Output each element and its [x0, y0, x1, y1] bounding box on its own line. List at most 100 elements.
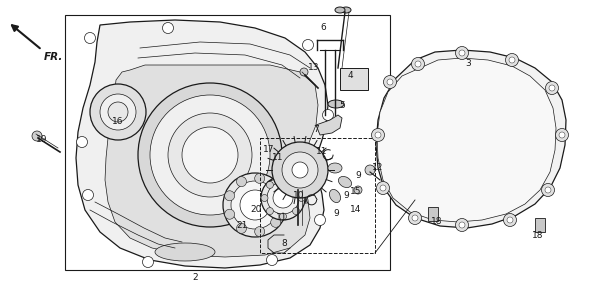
- Circle shape: [542, 184, 555, 197]
- Circle shape: [455, 219, 468, 231]
- Circle shape: [273, 188, 293, 208]
- Bar: [535, 218, 545, 232]
- Text: 18: 18: [532, 231, 544, 240]
- Circle shape: [546, 82, 559, 95]
- Text: 4: 4: [347, 72, 353, 80]
- Circle shape: [225, 191, 235, 201]
- Circle shape: [77, 136, 87, 147]
- Ellipse shape: [328, 163, 342, 173]
- Circle shape: [100, 94, 136, 130]
- Circle shape: [387, 79, 393, 85]
- Text: 9: 9: [333, 209, 339, 218]
- Circle shape: [459, 222, 465, 228]
- Ellipse shape: [341, 7, 351, 13]
- Text: 21: 21: [237, 221, 248, 229]
- Circle shape: [280, 213, 287, 220]
- Text: 8: 8: [281, 240, 287, 249]
- Polygon shape: [105, 65, 318, 257]
- Circle shape: [455, 46, 468, 60]
- Text: 9: 9: [343, 191, 349, 200]
- Text: 15: 15: [350, 188, 362, 197]
- Circle shape: [83, 190, 93, 200]
- Text: 20: 20: [250, 206, 262, 215]
- Circle shape: [267, 182, 273, 188]
- Circle shape: [459, 50, 465, 56]
- Circle shape: [261, 176, 305, 220]
- Circle shape: [375, 132, 381, 138]
- Circle shape: [255, 227, 265, 237]
- Circle shape: [267, 255, 277, 265]
- Circle shape: [293, 182, 300, 188]
- Circle shape: [277, 200, 287, 210]
- Circle shape: [267, 182, 299, 214]
- Circle shape: [261, 194, 268, 201]
- Text: 17: 17: [263, 145, 275, 154]
- Circle shape: [323, 110, 333, 120]
- Text: 19: 19: [36, 135, 48, 144]
- Text: 10: 10: [293, 191, 305, 200]
- Text: 2: 2: [192, 274, 198, 283]
- Circle shape: [162, 23, 173, 33]
- Circle shape: [280, 176, 287, 183]
- Text: 11: 11: [316, 147, 328, 156]
- Circle shape: [412, 215, 418, 221]
- Text: 3: 3: [465, 58, 471, 67]
- Circle shape: [303, 39, 313, 51]
- Circle shape: [549, 85, 555, 91]
- Circle shape: [271, 217, 281, 227]
- Circle shape: [150, 95, 270, 215]
- Text: 7: 7: [313, 126, 319, 135]
- Circle shape: [237, 177, 247, 187]
- Circle shape: [143, 256, 153, 268]
- Circle shape: [559, 132, 565, 138]
- Text: 11: 11: [276, 213, 288, 222]
- Circle shape: [545, 187, 551, 193]
- Circle shape: [255, 173, 265, 183]
- Circle shape: [138, 83, 282, 227]
- Text: 9: 9: [355, 170, 361, 179]
- Circle shape: [298, 194, 305, 201]
- Circle shape: [365, 165, 375, 175]
- Circle shape: [182, 127, 238, 183]
- Circle shape: [300, 68, 308, 76]
- Ellipse shape: [155, 243, 215, 261]
- Circle shape: [411, 57, 424, 70]
- Circle shape: [168, 113, 252, 197]
- Bar: [260, 138, 375, 253]
- Bar: [428, 207, 438, 221]
- Polygon shape: [376, 50, 566, 228]
- Circle shape: [509, 57, 515, 63]
- Ellipse shape: [328, 100, 344, 108]
- Circle shape: [282, 152, 318, 188]
- Ellipse shape: [329, 189, 340, 203]
- Ellipse shape: [335, 7, 345, 13]
- Polygon shape: [76, 20, 328, 268]
- Text: 12: 12: [372, 163, 384, 172]
- Bar: [340, 68, 368, 90]
- Bar: [65, 15, 390, 270]
- Circle shape: [380, 185, 386, 191]
- Polygon shape: [377, 58, 556, 222]
- Circle shape: [372, 129, 385, 141]
- Circle shape: [376, 182, 389, 194]
- Text: 13: 13: [308, 64, 320, 73]
- Text: FR.: FR.: [44, 52, 63, 62]
- Text: 5: 5: [339, 101, 345, 110]
- Circle shape: [108, 102, 128, 122]
- Text: 16: 16: [112, 117, 124, 126]
- Circle shape: [415, 61, 421, 67]
- Circle shape: [225, 209, 235, 219]
- Circle shape: [231, 181, 279, 229]
- Circle shape: [223, 173, 287, 237]
- Circle shape: [354, 186, 362, 194]
- Circle shape: [267, 208, 273, 215]
- Text: 11: 11: [272, 154, 284, 163]
- Circle shape: [271, 183, 281, 193]
- Circle shape: [503, 213, 516, 226]
- Circle shape: [506, 54, 519, 67]
- Polygon shape: [316, 115, 342, 135]
- Circle shape: [293, 208, 300, 215]
- Circle shape: [90, 84, 146, 140]
- Circle shape: [272, 142, 328, 198]
- Circle shape: [556, 129, 569, 141]
